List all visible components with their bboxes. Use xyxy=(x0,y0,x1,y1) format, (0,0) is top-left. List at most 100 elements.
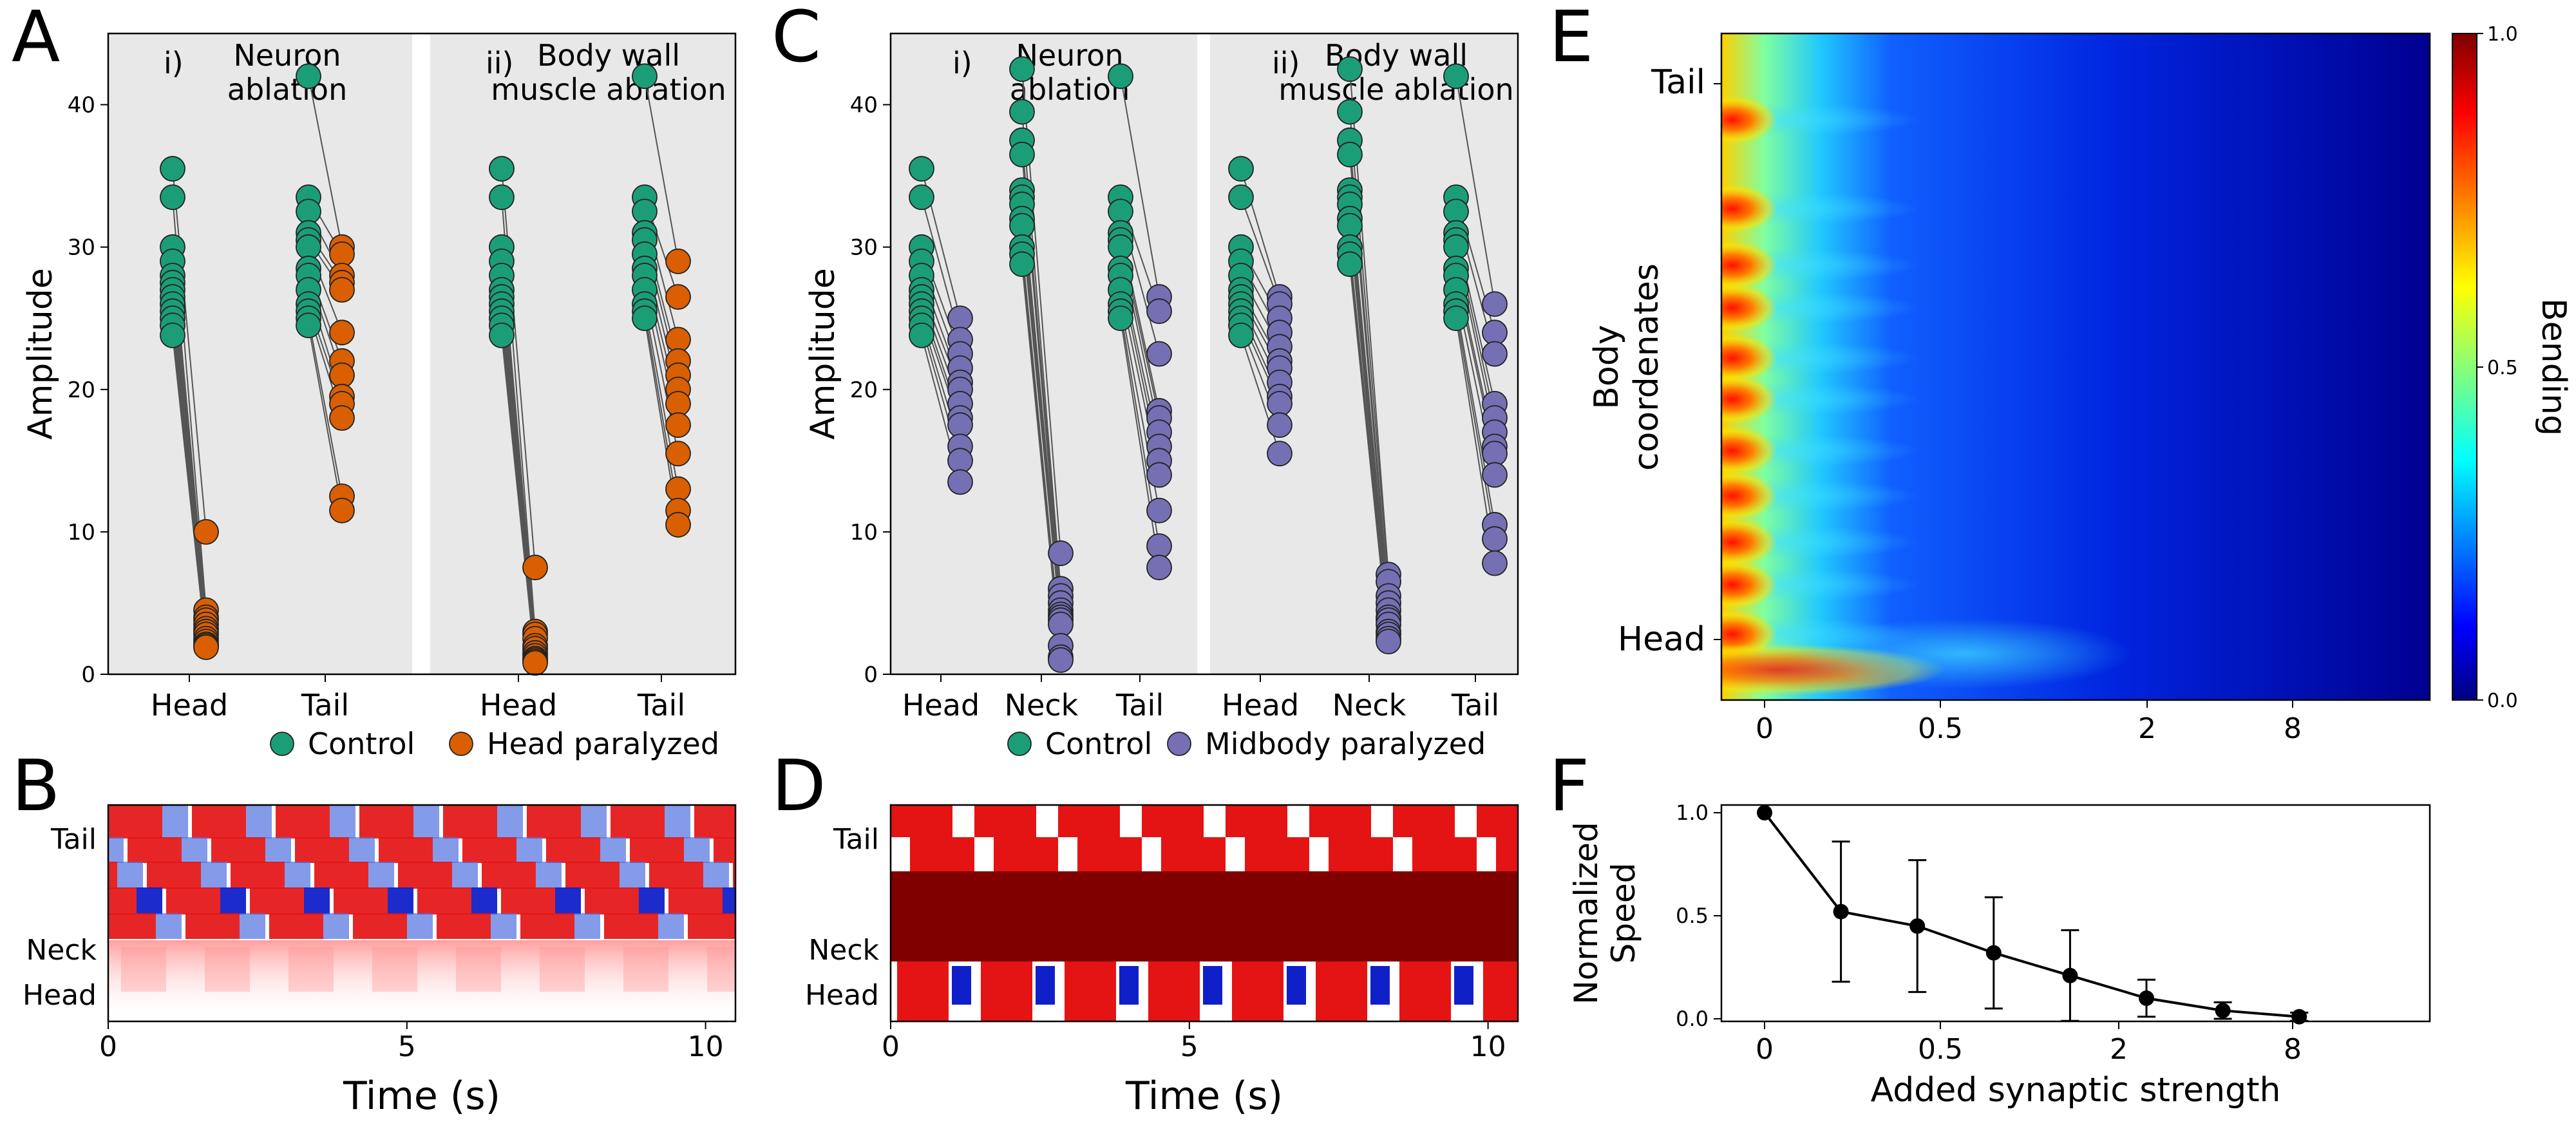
panel-b-blue-band xyxy=(703,862,729,889)
panel-a-subpanel-0-title-2: ablation xyxy=(227,72,347,107)
panel-d-heatmap: Tail Neck Head 0 5 10 Time (s) xyxy=(805,804,1557,1119)
panel-d-red-band xyxy=(1245,837,1309,871)
panel-c-treated-point xyxy=(1482,341,1508,367)
panel-a-legend-marker-1 xyxy=(449,732,473,756)
panel-b-faint-band xyxy=(121,947,166,992)
panel-c-treated-point xyxy=(1482,291,1508,317)
panel-c-control-point xyxy=(909,322,934,348)
panel-b-red-band xyxy=(359,805,413,838)
panel-f-ytick-label: 1.0 xyxy=(1676,800,1709,825)
panel-b-blue-band xyxy=(323,913,349,939)
panel-b-red-band xyxy=(462,837,516,863)
panel-a-subpanel-1-title-1: Body wall xyxy=(537,38,680,73)
panel-c-control-point xyxy=(1108,305,1133,332)
panel-e-xtick-label: 8 xyxy=(2284,712,2302,745)
panel-c-treated-point xyxy=(1267,412,1293,438)
panel-c-treated-point xyxy=(1146,554,1172,581)
panel-b-red-band xyxy=(108,805,162,838)
panel-b-blue-band xyxy=(600,837,626,863)
panel-a-treated-point xyxy=(665,511,691,538)
panel-b-red-band xyxy=(250,887,304,914)
panel-f-ytick-label: 0.0 xyxy=(1676,1007,1709,1031)
panel-b-blue-band xyxy=(574,913,600,939)
panel-c-control-point xyxy=(1228,156,1254,182)
panel-e-hot-spot xyxy=(1721,375,1777,424)
panel-b-blue-band xyxy=(137,887,162,914)
panel-c-control-point xyxy=(1009,251,1035,278)
panel-a-pair-line xyxy=(172,168,207,532)
panel-b-blue-band xyxy=(684,837,710,863)
panel-b-red-band xyxy=(185,913,240,939)
panel-a-control-point xyxy=(489,156,515,182)
panel-b-blue-band xyxy=(665,805,690,838)
panel-letter-d: D xyxy=(772,744,826,827)
panel-b-blue-band xyxy=(748,805,774,838)
panel-c-ylabel: Amplitude xyxy=(804,268,842,439)
panel-d-blue-band xyxy=(1538,966,1557,1005)
panel-a-pair-line xyxy=(501,168,536,568)
panel-b-red-band xyxy=(482,862,536,889)
panel-c-ytick-label: 40 xyxy=(850,93,878,118)
panel-c-pair-line xyxy=(1455,303,1495,526)
panel-b-blue-band xyxy=(768,837,793,863)
panel-f-point xyxy=(2291,1009,2307,1025)
panel-b-red-band xyxy=(714,837,735,863)
panel-c-control-point xyxy=(1337,99,1363,125)
panel-f-xtick-label: 0 xyxy=(1756,1033,1774,1066)
panel-a-subpanel-1-title-2: muscle ablation xyxy=(491,72,726,107)
panel-e-hot-spot xyxy=(1721,560,1777,609)
panel-b-red-band xyxy=(166,887,220,914)
panel-b-blue-band xyxy=(368,862,394,889)
panel-b-blue-band xyxy=(536,862,562,889)
panel-d-xlabel: Time (s) xyxy=(1125,1074,1283,1119)
panel-c-xtick-label: Tail xyxy=(1451,688,1499,723)
panel-d-red-band xyxy=(1399,961,1451,1021)
panel-b-red-band xyxy=(147,862,201,889)
panel-f-series-line xyxy=(1763,811,2300,1018)
panel-c-ytick-label: 20 xyxy=(850,377,878,403)
panel-c-treated-point xyxy=(1048,647,1074,673)
panel-e-colorbar-title: Bending xyxy=(2534,298,2573,436)
panel-a-control-point xyxy=(632,305,658,332)
panel-b-red-band xyxy=(836,887,890,914)
panel-d-label-neck: Neck xyxy=(808,934,879,967)
panel-c-xtick-label: Tail xyxy=(1115,688,1164,723)
panel-a-ytick-label: 30 xyxy=(68,235,95,261)
panel-b-red-band xyxy=(630,837,684,863)
panel-c-pair-line xyxy=(1455,76,1495,305)
panel-a-subpanel-0-bg xyxy=(108,33,412,674)
panel-b-faint-band xyxy=(372,947,417,992)
panel-b-label-tail: Tail xyxy=(50,823,97,856)
panel-c-control-point xyxy=(1337,56,1363,82)
panel-f-xtick-label: 2 xyxy=(2110,1033,2128,1066)
panel-a-subpanel-1-roman: ii) xyxy=(486,46,514,80)
panel-a-xtick-label: Tail xyxy=(301,688,349,723)
panel-b-faint-band xyxy=(456,947,501,992)
panel-c-legend-marker-1 xyxy=(1167,732,1191,756)
panel-b-xtick-label: 0 xyxy=(99,1030,117,1063)
panel-a-treated-point xyxy=(329,497,355,524)
panel-a-control-point xyxy=(160,184,185,211)
panel-a-treated-point xyxy=(522,650,548,676)
panel-c-ytick-label: 10 xyxy=(850,520,878,545)
panel-c-treated-point xyxy=(1482,550,1508,576)
panel-b-red-band xyxy=(443,805,497,838)
panel-b-faint-band xyxy=(289,947,334,992)
panel-e-streak xyxy=(1797,618,2132,689)
panel-f-xlabel: Added synaptic strength xyxy=(1871,1071,2281,1110)
panel-d-red-band xyxy=(994,837,1058,871)
panel-b-blue-band xyxy=(156,913,182,939)
panel-a-treated-point xyxy=(522,554,548,581)
panel-a-ylabel: Amplitude xyxy=(21,268,60,439)
panel-e-xtick-label: 0 xyxy=(1756,712,1774,745)
panel-e-label-tail: Tail xyxy=(1651,63,1705,102)
panel-letter-c: C xyxy=(772,0,821,78)
panel-c-control-point xyxy=(1009,99,1035,125)
panel-b-blue-band xyxy=(497,805,523,838)
panel-b-blue-band xyxy=(491,913,516,939)
panel-c-legend-marker-0 xyxy=(1007,732,1032,756)
panel-f-point xyxy=(1757,805,1772,820)
panel-a-pair-line xyxy=(644,311,679,511)
panel-b-red-band xyxy=(437,913,491,939)
panel-c-treated-point xyxy=(1146,298,1172,325)
